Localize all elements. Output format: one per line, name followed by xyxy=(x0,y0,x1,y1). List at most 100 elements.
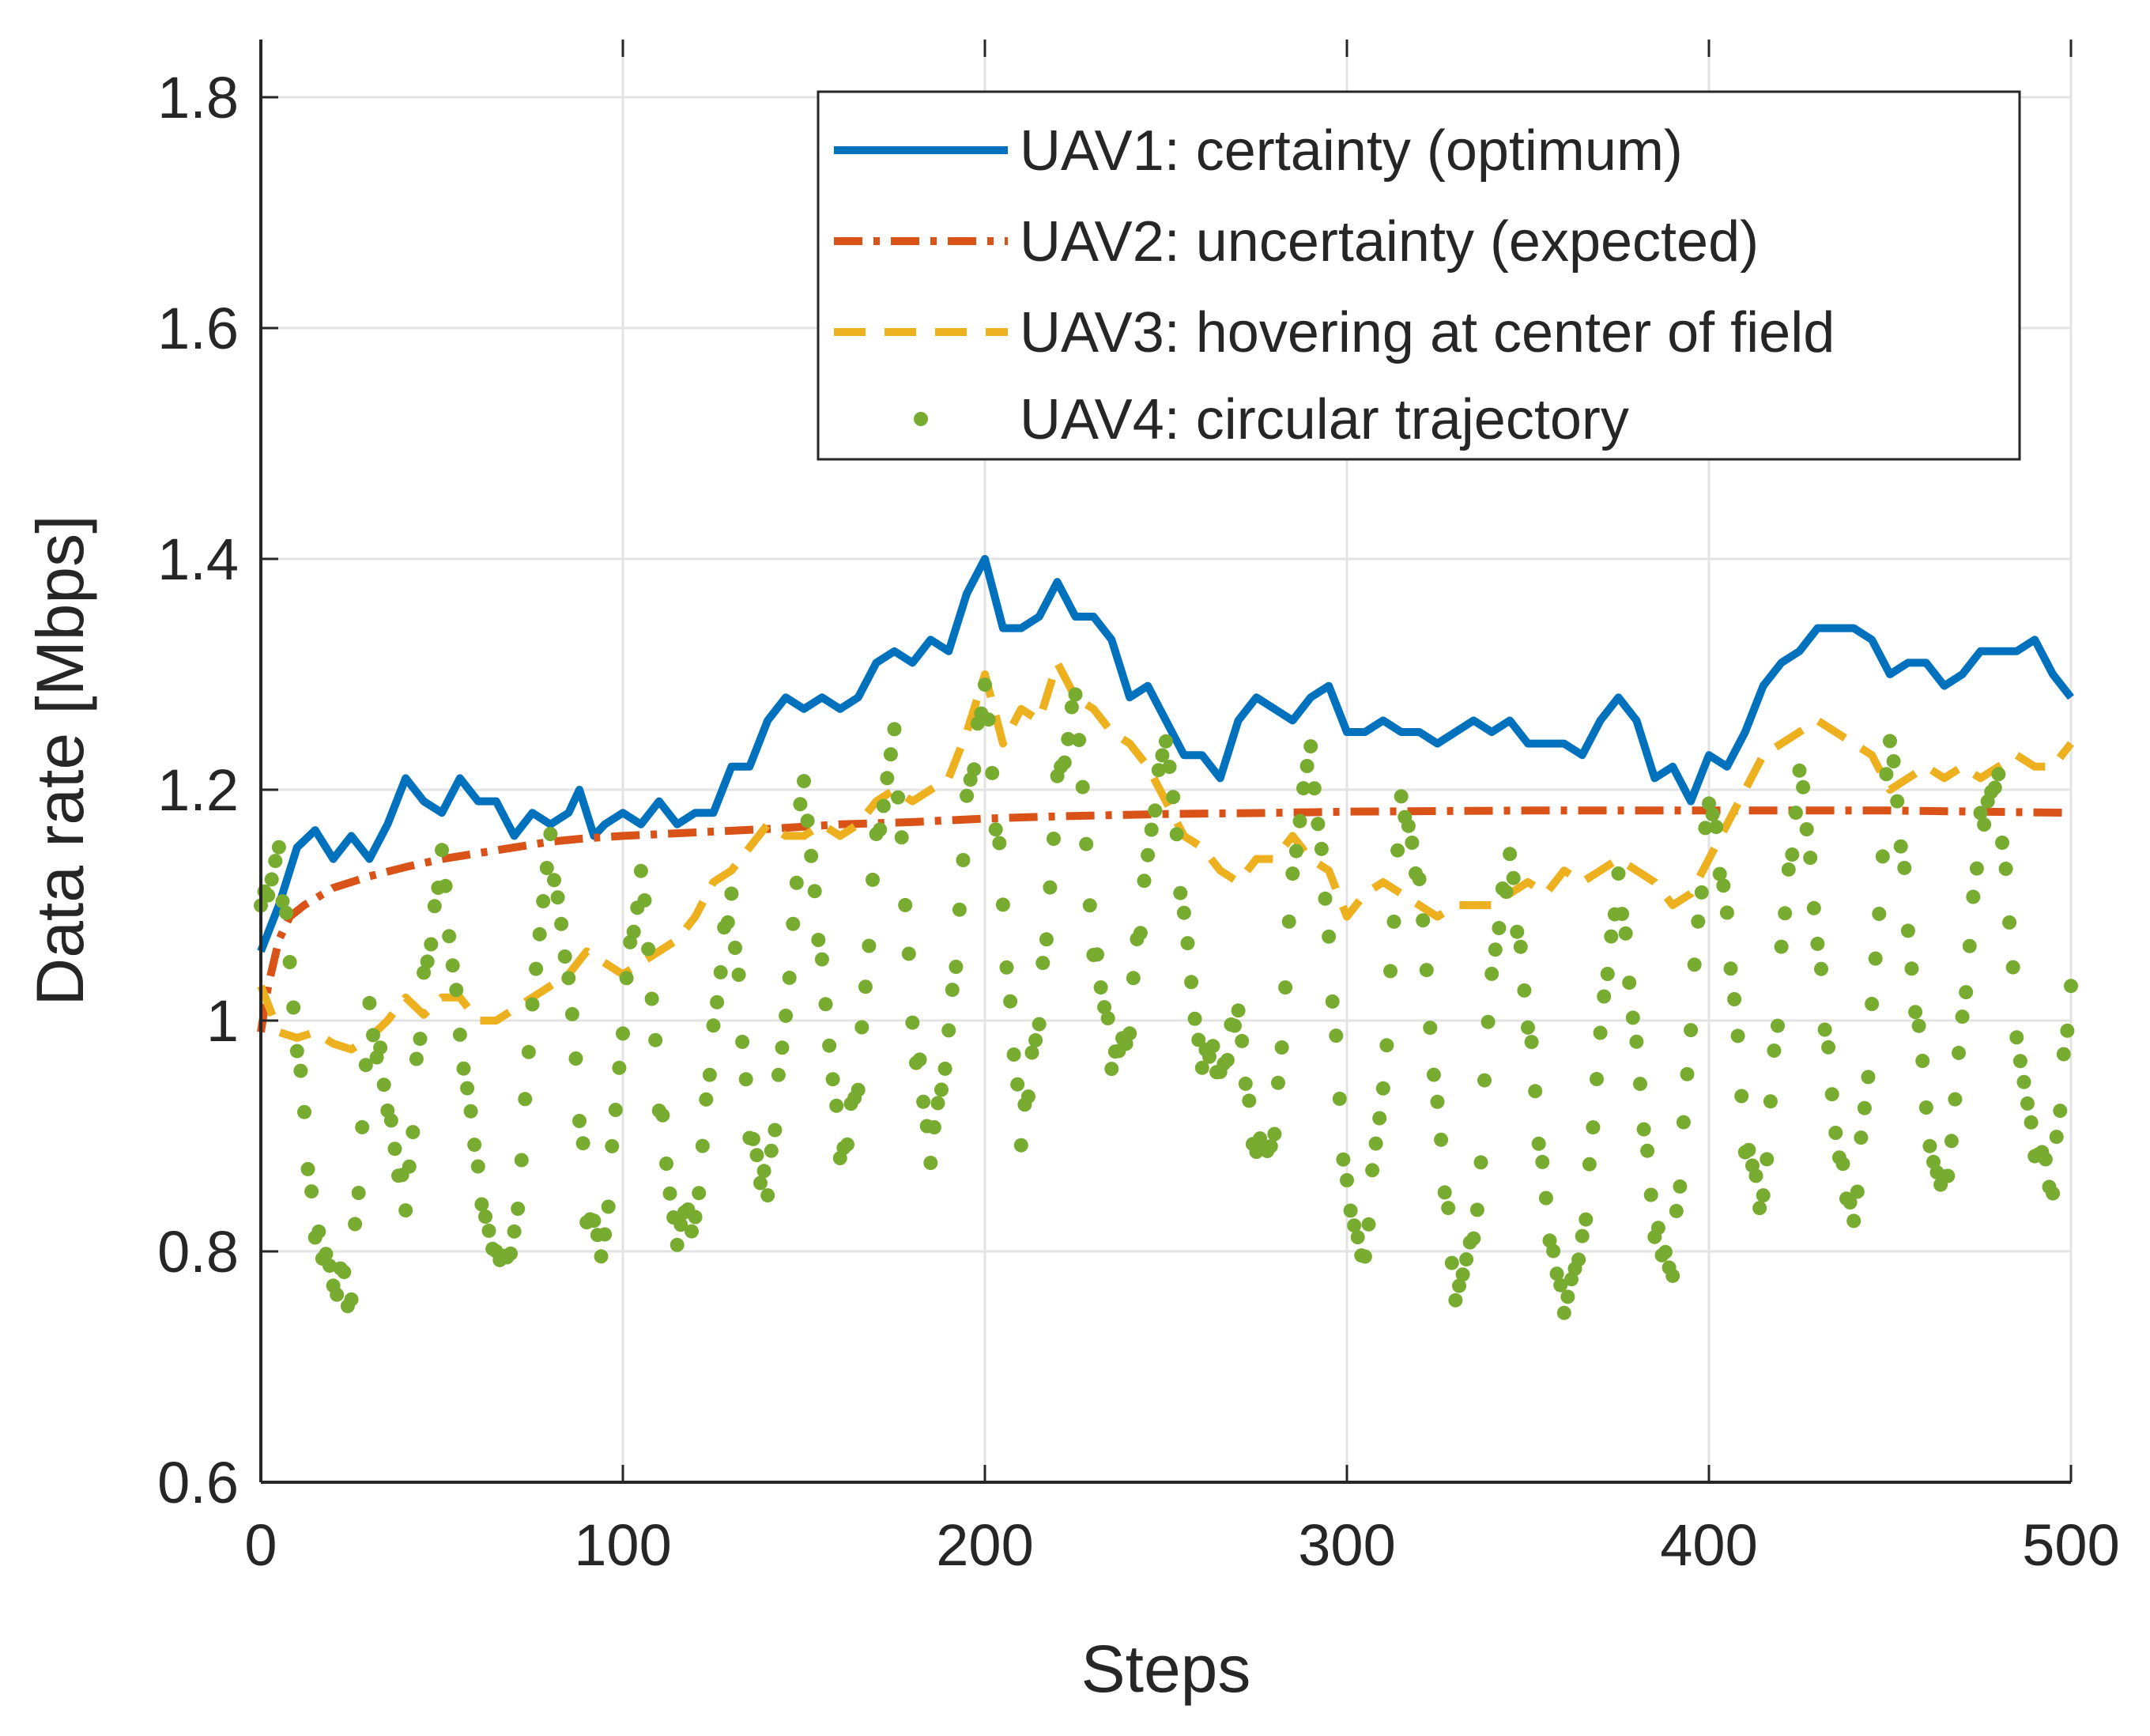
uav4-point xyxy=(728,941,742,955)
uav4-point xyxy=(937,1061,952,1076)
uav4-point xyxy=(1057,755,1072,770)
uav4-point xyxy=(435,843,449,858)
uav4-point xyxy=(1854,1130,1869,1145)
uav4-point xyxy=(720,915,735,930)
uav4-point xyxy=(1350,1230,1365,1244)
uav4-point xyxy=(1528,1084,1543,1099)
uav4-point xyxy=(1748,1168,1763,1183)
uav4-point xyxy=(1556,1305,1571,1320)
uav4-point xyxy=(692,1186,707,1201)
uav4-point xyxy=(1513,939,1528,954)
uav4-point xyxy=(322,1259,337,1274)
uav4-point xyxy=(713,964,728,979)
uav4-point xyxy=(1274,1040,1289,1055)
uav4-point xyxy=(1966,889,1981,904)
uav4-point xyxy=(1941,1168,1956,1183)
uav4-point xyxy=(1296,781,1311,796)
uav4-point xyxy=(1180,936,1195,951)
uav4-point xyxy=(612,1060,627,1075)
uav4-point xyxy=(1872,907,1887,921)
uav4-point xyxy=(706,1018,721,1033)
uav4-point xyxy=(1492,921,1507,935)
y-tick-label: 1.8 xyxy=(157,65,239,130)
uav4-point xyxy=(605,1138,620,1153)
uav4-point xyxy=(2016,1074,2031,1089)
uav4-point xyxy=(311,1224,326,1239)
uav4-point xyxy=(659,1157,673,1171)
uav4-point xyxy=(891,790,906,805)
x-tick-labels: 0 100 200 300 400 500 xyxy=(244,1512,2119,1578)
uav4-point xyxy=(1329,1028,1344,1043)
uav4-point xyxy=(1719,905,1734,920)
uav4-point xyxy=(1314,841,1329,856)
uav4-point xyxy=(1423,1021,1438,1036)
uav4-point xyxy=(1803,851,1818,866)
series-line-uav3 xyxy=(257,659,2074,1054)
uav4-point xyxy=(753,1176,768,1191)
uav4-point xyxy=(1665,1268,1680,1283)
uav4-point xyxy=(268,854,283,869)
y-tick-label: 1 xyxy=(206,988,239,1054)
uav4-point xyxy=(873,822,888,837)
uav4-point xyxy=(1292,813,1307,828)
uav4-point xyxy=(1220,1053,1235,1067)
uav4-point xyxy=(1383,964,1398,979)
uav4-point xyxy=(1288,843,1303,859)
uav4-point xyxy=(1546,1244,1561,1259)
uav4-point xyxy=(1727,992,1742,1006)
uav4-point xyxy=(1517,983,1532,998)
uav4-point xyxy=(1202,1049,1216,1064)
uav4-point xyxy=(1039,932,1054,947)
uav4-point xyxy=(366,1028,380,1043)
uav4-point xyxy=(1010,1077,1025,1092)
uav4-point xyxy=(293,1063,308,1078)
uav4-point xyxy=(923,1156,938,1170)
uav4-point xyxy=(608,1103,623,1117)
uav4-point xyxy=(995,897,1010,912)
uav4-point xyxy=(1712,866,1727,881)
uav4-point xyxy=(1821,1040,1836,1055)
uav4-point xyxy=(789,875,804,890)
uav4-point xyxy=(1159,734,1173,749)
uav4-point xyxy=(685,1224,699,1239)
uav4-point xyxy=(637,893,652,908)
uav4-point xyxy=(1611,866,1626,881)
uav4-point xyxy=(735,1034,750,1049)
uav4-point xyxy=(988,822,1003,837)
uav4-point xyxy=(420,954,435,969)
uav4-point xyxy=(594,1249,609,1264)
uav4-point xyxy=(1875,849,1890,864)
uav4-point xyxy=(967,762,982,777)
uav4-point xyxy=(557,949,572,964)
legend: UAV1: certainty (optimum) UAV2: uncertain… xyxy=(817,90,2021,461)
uav4-point xyxy=(1538,1191,1553,1206)
uav4-point xyxy=(898,897,913,912)
uav4-point xyxy=(1969,861,1984,876)
uav4-point xyxy=(1843,1195,1858,1210)
uav4-point xyxy=(1126,971,1141,986)
uav4-point xyxy=(1771,1018,1785,1033)
uav4-point xyxy=(2005,960,2020,975)
uav4-point xyxy=(814,952,829,967)
uav4-point xyxy=(811,933,826,947)
uav4-point xyxy=(529,961,544,976)
y-axis-title: Data rate [Mbps] xyxy=(23,515,97,1006)
uav4-point xyxy=(775,1040,790,1055)
uav4-point xyxy=(1173,885,1188,900)
uav4-point xyxy=(1702,796,1716,811)
uav4-point xyxy=(1379,1038,1394,1053)
uav4-point xyxy=(511,1202,526,1216)
uav4-point xyxy=(880,771,895,786)
uav4-point xyxy=(536,894,551,908)
uav4-point xyxy=(945,983,960,998)
uav4-point xyxy=(1694,885,1709,900)
uav4-point xyxy=(1390,843,1405,858)
uav4-point xyxy=(373,1040,388,1055)
uav4-point xyxy=(1959,985,1974,1000)
uav4-point xyxy=(1615,907,1630,922)
uav4-point xyxy=(1318,891,1333,906)
uav4-point xyxy=(1499,885,1514,900)
uav4-point xyxy=(460,1081,475,1096)
uav4-point xyxy=(916,1094,931,1109)
